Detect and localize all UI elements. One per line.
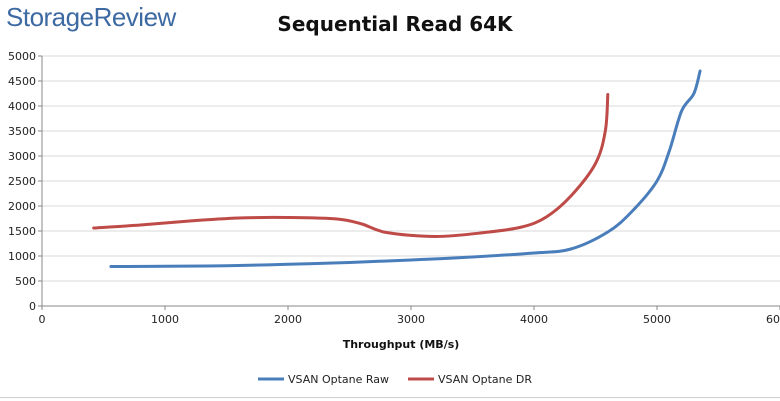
- series-line-vsan-optane-dr: [92, 93, 610, 238]
- y-tick-label: 2000: [8, 200, 36, 213]
- legend-label-vsan-optane-raw: VSAN Optane Raw: [288, 373, 389, 386]
- y-tick-label: 1500: [8, 225, 36, 238]
- x-tick-label: 2000: [274, 313, 302, 326]
- y-tick-label: 3500: [8, 125, 36, 138]
- chart-title: Sequential Read 64K: [277, 12, 513, 36]
- y-tick-label: 2500: [8, 175, 36, 188]
- gridlines: [42, 55, 780, 282]
- y-tick-label: 3000: [8, 150, 36, 163]
- x-tick-label: 6000: [766, 313, 780, 326]
- axes: [38, 55, 780, 310]
- y-tick-label: 4000: [8, 100, 36, 113]
- x-tick-label: 0: [39, 313, 46, 326]
- x-axis-title: Throughput (MB/s): [343, 338, 460, 351]
- y-tick-label: 5000: [8, 50, 36, 63]
- x-tick-label: 3000: [397, 313, 425, 326]
- y-tick-label: 500: [15, 275, 36, 288]
- tick-labels: 0 500 1000 1500 2000 2500 3000 3500 4000 4500 5000…: [8, 50, 780, 326]
- series-line-vsan-optane-raw: [109, 69, 702, 268]
- y-tick-label: 1000: [8, 250, 36, 263]
- storagereview-logo: StorageReview: [6, 2, 176, 32]
- legend-label-vsan-optane-dr: VSAN Optane DR: [438, 373, 532, 386]
- y-tick-label: 4500: [8, 75, 36, 88]
- x-tick-label: 1000: [151, 313, 179, 326]
- legend: VSAN Optane Raw VSAN Optane DR: [258, 373, 532, 386]
- x-tick-label: 5000: [643, 313, 671, 326]
- series-lines: [92, 69, 702, 268]
- divider: [0, 397, 780, 398]
- y-tick-label: 0: [29, 300, 36, 313]
- x-tick-label: 4000: [520, 313, 548, 326]
